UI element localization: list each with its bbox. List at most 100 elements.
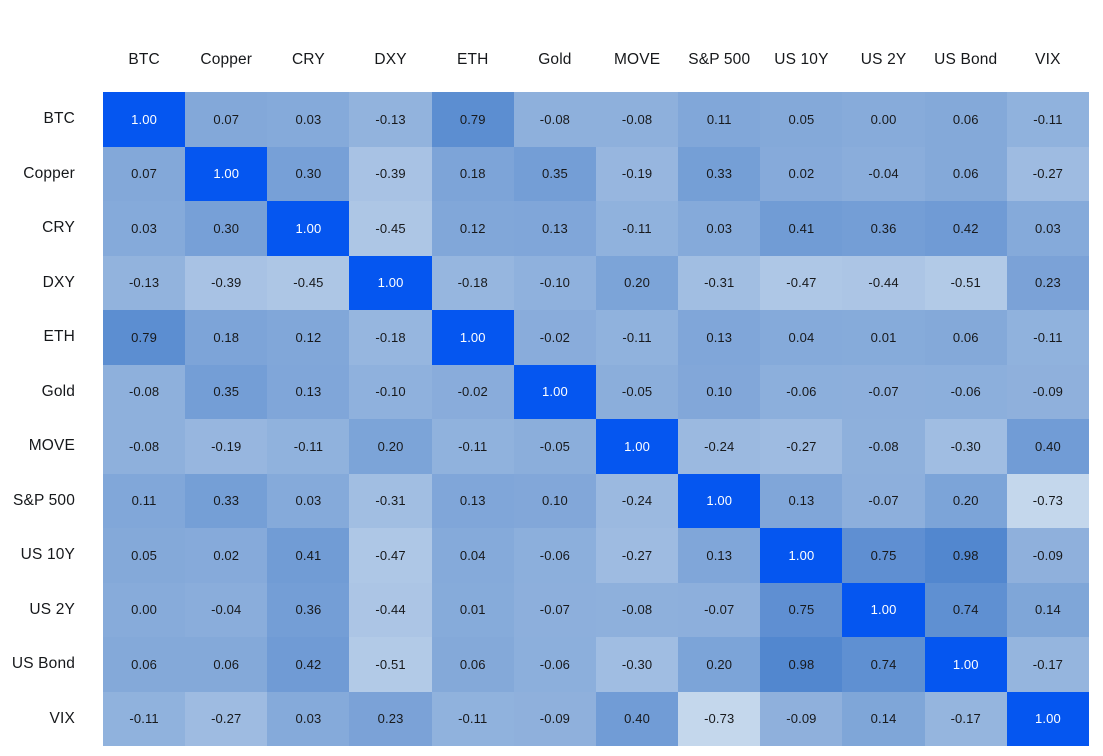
heatmap-cell-us-10y-move: -0.27 <box>595 528 679 583</box>
heatmap-cell-dxy-eth: -0.18 <box>431 255 514 310</box>
heatmap-cell-us-10y-eth: 0.04 <box>431 528 514 583</box>
heatmap-cell-copper-us-bond: 0.06 <box>924 146 1007 201</box>
heatmap-cell-gold-gold: 1.00 <box>513 364 596 419</box>
heatmap-cell-move-us-bond: -0.30 <box>924 419 1007 474</box>
row-labels: BTC Copper CRY DXY ETH Gold MOVE S&P 500 US 10Y U… <box>0 92 75 746</box>
row-label-gold: Gold <box>41 382 75 400</box>
row-label-us-2y: US 2Y <box>29 600 75 618</box>
heatmap-cell-btc-us-10y: 0.05 <box>760 92 843 147</box>
heatmap-cell-gold-s-p-500: 0.10 <box>678 364 761 419</box>
row-label-vix: VIX <box>49 709 75 727</box>
row-label-move: MOVE <box>28 437 75 455</box>
column-header-us-2y: US 2Y <box>860 51 907 68</box>
heatmap-cell-us-2y-move: -0.08 <box>595 582 679 637</box>
row-label-cry: CRY <box>42 219 75 237</box>
heatmap-cell-vix-move: 0.40 <box>595 691 679 746</box>
heatmap-cell-us-2y-s-p-500: -0.07 <box>678 582 761 637</box>
heatmap-cell-copper-us-10y: 0.02 <box>760 146 843 201</box>
heatmap-cell-btc-us-bond: 0.06 <box>924 92 1007 147</box>
heatmap-cell-btc-dxy: -0.13 <box>349 92 432 147</box>
heatmap-cell-move-cry: -0.11 <box>267 419 350 474</box>
row-label-btc: BTC <box>43 110 75 128</box>
heatmap-cell-gold-copper: 0.35 <box>185 364 268 419</box>
heatmap-cell-gold-eth: -0.02 <box>431 364 514 419</box>
heatmap-cell-eth-cry: 0.12 <box>267 310 350 365</box>
heatmap-cell-us-10y-btc: 0.05 <box>103 528 186 583</box>
heatmap-cell-move-gold: -0.05 <box>513 419 596 474</box>
heatmap-cell-s-p-500-move: -0.24 <box>595 473 679 528</box>
heatmap-cell-us-bond-move: -0.30 <box>595 637 679 692</box>
heatmap-cell-cry-us-2y: 0.36 <box>842 201 925 256</box>
heatmap-cell-eth-copper: 0.18 <box>185 310 268 365</box>
heatmap-cell-us-2y-eth: 0.01 <box>431 582 514 637</box>
heatmap-cell-us-2y-gold: -0.07 <box>513 582 596 637</box>
heatmap-cell-s-p-500-copper: 0.33 <box>185 473 268 528</box>
column-headers: BTC Copper CRY DXY ETH Gold MOVE S&P 500 US 10Y U… <box>103 0 1089 92</box>
heatmap-cell-vix-btc: -0.11 <box>103 691 186 746</box>
heatmap-cell-btc-gold: -0.08 <box>513 92 596 147</box>
heatmap-cell-move-dxy: 0.20 <box>349 419 432 474</box>
heatmap-cell-us-2y-cry: 0.36 <box>267 582 350 637</box>
heatmap-cell-copper-cry: 0.30 <box>267 146 350 201</box>
heatmap-cell-cry-move: -0.11 <box>595 201 679 256</box>
heatmap-cell-gold-us-bond: -0.06 <box>924 364 1007 419</box>
heatmap-cell-s-p-500-eth: 0.13 <box>431 473 514 528</box>
heatmap-cell-move-move: 1.00 <box>595 419 679 474</box>
heatmap-cell-gold-us-10y: -0.06 <box>760 364 843 419</box>
heatmap-cell-move-us-2y: -0.08 <box>842 419 925 474</box>
heatmap-cell-us-10y-dxy: -0.47 <box>349 528 432 583</box>
heatmap-cell-cry-us-10y: 0.41 <box>760 201 843 256</box>
heatmap-cell-vix-us-2y: 0.14 <box>842 691 925 746</box>
heatmap-cell-dxy-btc: -0.13 <box>103 255 186 310</box>
heatmap-cell-vix-gold: -0.09 <box>513 691 596 746</box>
heatmap-cell-btc-us-2y: 0.00 <box>842 92 925 147</box>
heatmap-cell-vix-eth: -0.11 <box>431 691 514 746</box>
heatmap-cell-us-bond-gold: -0.06 <box>513 637 596 692</box>
heatmap-cell-eth-eth: 1.00 <box>431 310 514 365</box>
heatmap-cell-cry-us-bond: 0.42 <box>924 201 1007 256</box>
heatmap-cell-move-s-p-500: -0.24 <box>678 419 761 474</box>
heatmap-cell-us-10y-s-p-500: 0.13 <box>678 528 761 583</box>
heatmap-cell-copper-copper: 1.00 <box>185 146 268 201</box>
heatmap-cell-us-2y-dxy: -0.44 <box>349 582 432 637</box>
heatmap-cell-cry-vix: 0.03 <box>1006 201 1089 256</box>
heatmap-cell-cry-eth: 0.12 <box>431 201 514 256</box>
heatmap-cell-eth-move: -0.11 <box>595 310 679 365</box>
heatmap-cell-us-bond-eth: 0.06 <box>431 637 514 692</box>
heatmap-cell-vix-vix: 1.00 <box>1006 691 1089 746</box>
heatmap-cell-s-p-500-btc: 0.11 <box>103 473 186 528</box>
heatmap-cell-cry-cry: 1.00 <box>267 201 350 256</box>
heatmap-cell-dxy-us-10y: -0.47 <box>760 255 843 310</box>
heatmap-cell-vix-copper: -0.27 <box>185 691 268 746</box>
heatmap-cell-eth-s-p-500: 0.13 <box>678 310 761 365</box>
heatmap-cell-copper-gold: 0.35 <box>513 146 596 201</box>
heatmap-cell-gold-move: -0.05 <box>595 364 679 419</box>
heatmap-cell-us-2y-us-10y: 0.75 <box>760 582 843 637</box>
heatmap-cell-us-bond-dxy: -0.51 <box>349 637 432 692</box>
heatmap-cell-eth-btc: 0.79 <box>103 310 186 365</box>
column-header-move: MOVE <box>613 51 661 68</box>
heatmap-cell-us-2y-us-bond: 0.74 <box>924 582 1007 637</box>
heatmap-cell-btc-move: -0.08 <box>595 92 679 147</box>
heatmap-cell-us-bond-vix: -0.17 <box>1006 637 1089 692</box>
heatmap-cell-eth-us-2y: 0.01 <box>842 310 925 365</box>
heatmap-cell-us-2y-copper: -0.04 <box>185 582 268 637</box>
column-header-dxy: DXY <box>374 51 407 68</box>
heatmap-cell-us-10y-vix: -0.09 <box>1006 528 1089 583</box>
heatmap-cell-us-2y-us-2y: 1.00 <box>842 582 925 637</box>
heatmap-cell-s-p-500-us-bond: 0.20 <box>924 473 1007 528</box>
heatmap-cell-copper-vix: -0.27 <box>1006 146 1089 201</box>
heatmap-cell-s-p-500-s-p-500: 1.00 <box>678 473 761 528</box>
heatmap-cell-cry-copper: 0.30 <box>185 201 268 256</box>
heatmap-cell-gold-us-2y: -0.07 <box>842 364 925 419</box>
heatmap-cell-dxy-us-bond: -0.51 <box>924 255 1007 310</box>
heatmap-cell-s-p-500-us-10y: 0.13 <box>760 473 843 528</box>
heatmap-cell-us-bond-us-2y: 0.74 <box>842 637 925 692</box>
heatmap-cell-btc-eth: 0.79 <box>431 92 514 147</box>
heatmap-cell-move-copper: -0.19 <box>185 419 268 474</box>
heatmap-cell-us-10y-us-2y: 0.75 <box>842 528 925 583</box>
heatmap-cell-s-p-500-gold: 0.10 <box>513 473 596 528</box>
heatmap-cell-dxy-cry: -0.45 <box>267 255 350 310</box>
heatmap-cell-s-p-500-cry: 0.03 <box>267 473 350 528</box>
